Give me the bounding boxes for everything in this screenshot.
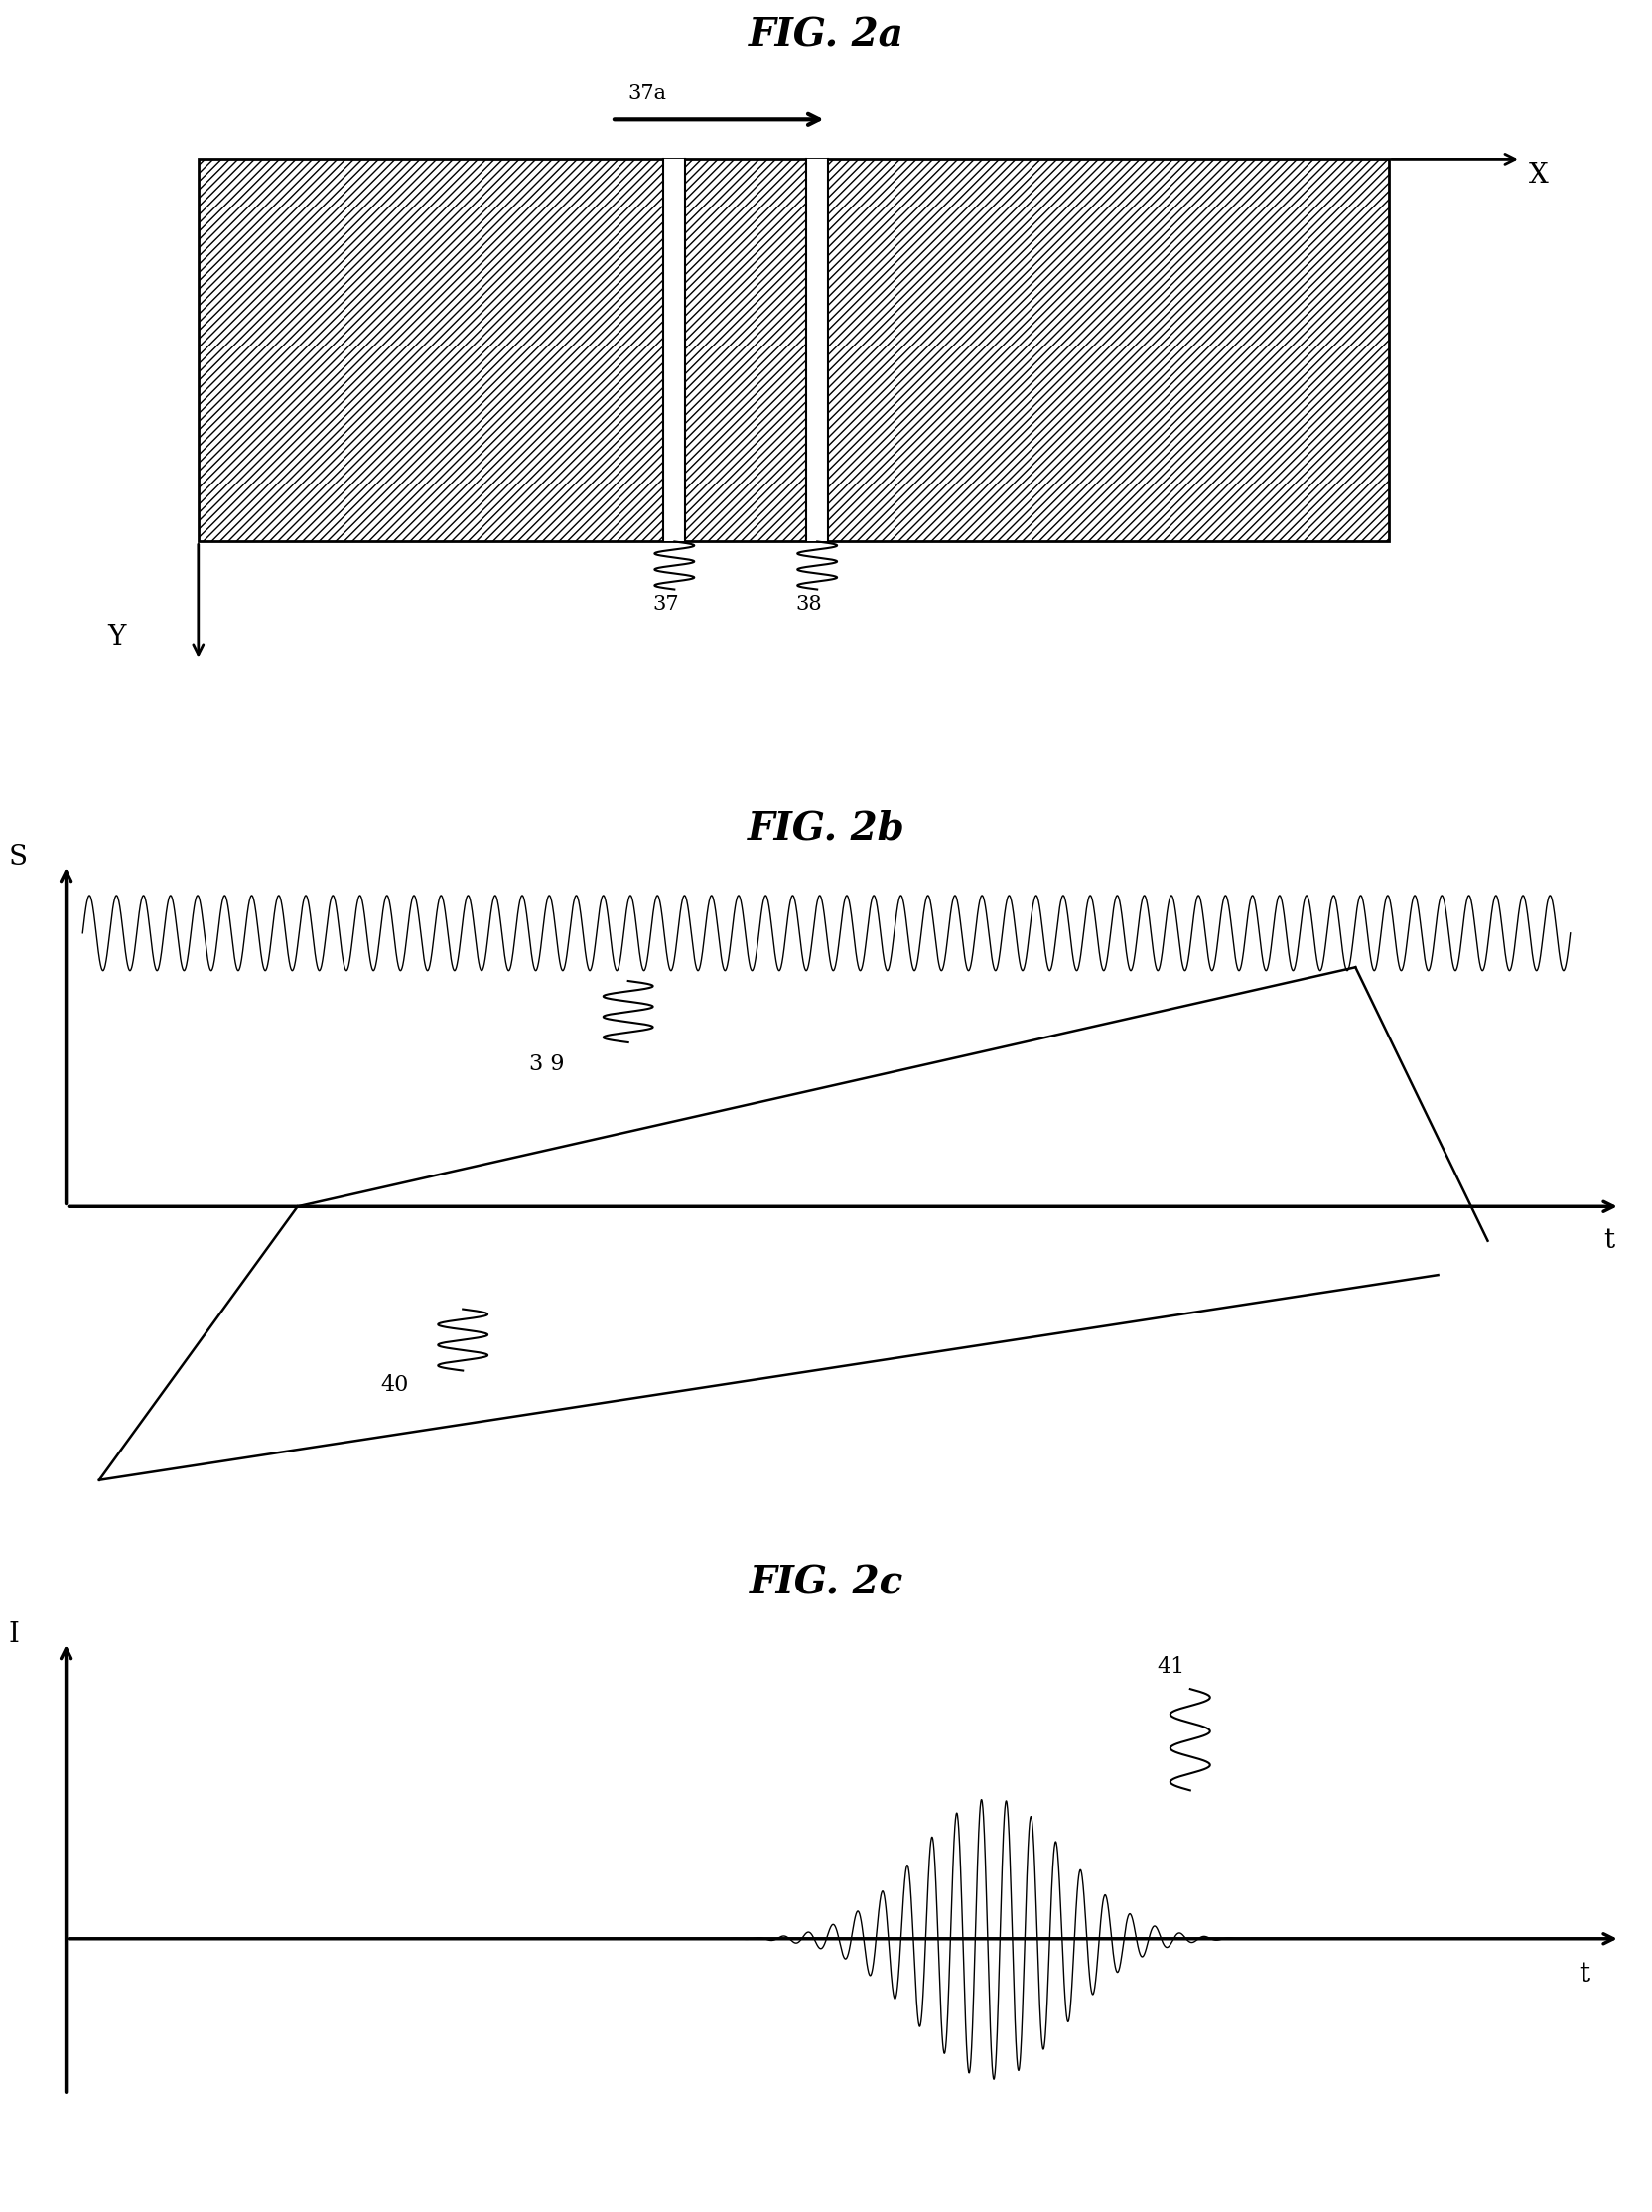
Text: 38: 38: [795, 595, 821, 613]
Text: 40: 40: [380, 1374, 408, 1396]
Bar: [806, 159, 828, 542]
Text: X: X: [1528, 161, 1548, 188]
Text: S: S: [8, 843, 26, 872]
Text: 37: 37: [653, 595, 679, 613]
Text: Y: Y: [107, 624, 126, 650]
Text: FIG. 2c: FIG. 2c: [748, 1564, 904, 1601]
Text: 41: 41: [1156, 1657, 1184, 1679]
Text: t: t: [1578, 1960, 1589, 1989]
Bar: [198, 159, 1388, 542]
Text: t: t: [1602, 1228, 1614, 1254]
Text: I: I: [8, 1621, 20, 1648]
Text: 3 9: 3 9: [529, 1053, 563, 1075]
Text: 37a: 37a: [628, 84, 666, 104]
Text: FIG. 2a: FIG. 2a: [748, 15, 904, 53]
Bar: [664, 159, 686, 542]
Text: FIG. 2b: FIG. 2b: [747, 810, 905, 847]
